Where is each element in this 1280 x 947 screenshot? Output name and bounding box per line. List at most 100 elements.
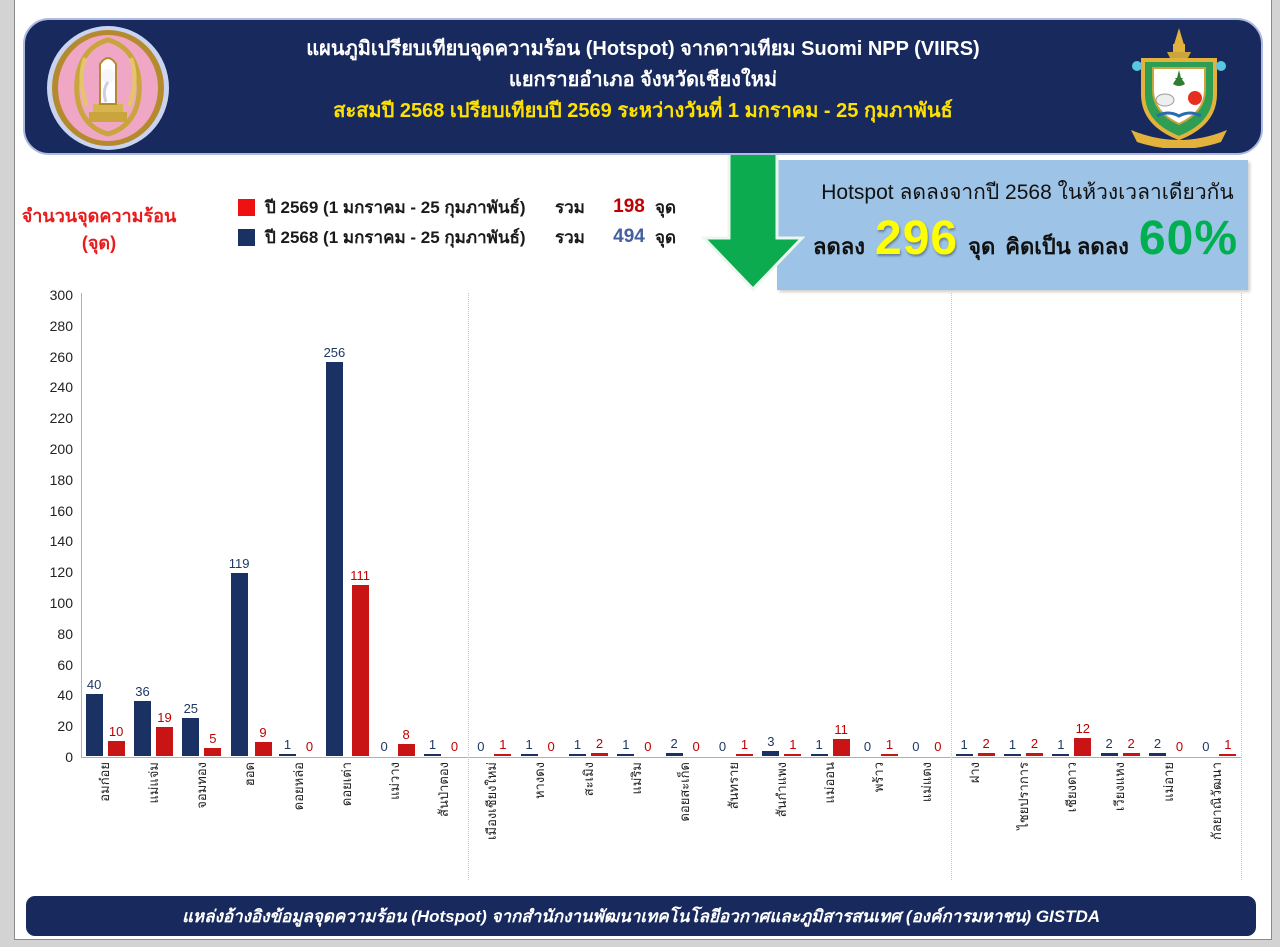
bar-value-label: 3 [767, 734, 775, 750]
bar-value-label: 0 [644, 739, 652, 754]
bar-value-label: 0 [1202, 739, 1210, 754]
bar-with-label: 1 [1052, 294, 1070, 756]
bar-value-label: 19 [157, 709, 172, 725]
bar-with-label: 10 [107, 294, 125, 756]
zone-separator-line [1241, 293, 1242, 880]
bar-with-label: 0 [1197, 294, 1214, 756]
bar-with-label: 3 [762, 294, 780, 756]
bar-2568 [85, 694, 103, 756]
bar-2569 [155, 726, 173, 756]
x-axis-line [81, 757, 1242, 758]
bar-with-label: 2 [1148, 294, 1166, 756]
bar-with-label: 2 [665, 294, 683, 756]
bar-with-label: 256 [324, 294, 345, 756]
y-axis-tick-label: 160 [49, 502, 73, 519]
page-canvas: แผนภูมิเปรียบเทียบจุดความร้อน (Hotspot) … [14, 0, 1272, 940]
zone-separator-line [467, 293, 469, 880]
bar-value-label: 0 [450, 739, 459, 754]
zone-separator-line [951, 293, 952, 880]
bar-value-label: 12 [1075, 720, 1091, 736]
bar-with-label: 0 [472, 294, 489, 756]
title-line-1: แผนภูมิเปรียบเทียบจุดความร้อน (Hotspot) … [306, 38, 980, 60]
bar-value-label: 2 [1105, 735, 1113, 751]
header-banner: แผนภูมิเปรียบเทียบจุดความร้อน (Hotspot) … [23, 18, 1263, 155]
bar-value-label: 0 [547, 739, 555, 754]
bar-value-label: 1 [815, 737, 823, 753]
y-axis-tick-label: 120 [49, 564, 73, 581]
bar-with-label: 0 [543, 294, 560, 756]
bar-2568 [955, 754, 973, 756]
percent-label: คิดเป็น ลดลง [1005, 234, 1129, 259]
bar-with-label: 1 [1219, 294, 1237, 756]
x-axis-category-label: แม่อาย [1160, 762, 1176, 802]
bar-with-label: 12 [1074, 294, 1092, 756]
bar-2568 [617, 754, 635, 756]
bar-value-label: 0 [912, 739, 920, 754]
x-axis-category-label: แม่แจ่ม [145, 762, 161, 804]
bar-2569 [735, 754, 753, 756]
bar-with-label: 119 [229, 294, 250, 756]
title-line-2: แยกรายอำเภอ จังหวัดเชียงใหม่ [508, 69, 778, 91]
decrease-unit: จุด [968, 234, 996, 259]
bar-value-label: 1 [525, 737, 533, 753]
bar-value-label: 1 [1057, 737, 1065, 753]
title-line-3: สะสมปี 2568 เปรียบเทียบปี 2569 ระหว่างวั… [333, 100, 953, 122]
bar-with-label: 40 [85, 294, 103, 756]
bar-with-label: 1 [617, 294, 635, 756]
bar-with-label: 111 [350, 294, 370, 756]
x-axis-category-label: ไชยปราการ [1015, 762, 1031, 830]
y-axis-line [81, 293, 82, 758]
summary-callout: Hotspot ลดลงจากปี 2568 ในห้วงเวลาเดียวกั… [777, 160, 1248, 290]
x-axis-category-label: สันป่าตอง [435, 762, 451, 817]
x-axis-category-label: ดอยหล่อ [290, 762, 306, 811]
bar-2568 [1003, 754, 1021, 756]
bar-with-label: 1 [278, 294, 296, 756]
x-axis-category-label: เชียงดาว [1063, 762, 1079, 813]
bar-value-label: 2 [982, 735, 990, 751]
bar-value-label: 0 [934, 739, 942, 754]
bar-with-label: 1 [568, 294, 586, 756]
y-axis-tick-label: 20 [57, 718, 73, 735]
bar-2569 [1025, 752, 1043, 756]
bar-value-label: 1 [1008, 737, 1017, 753]
bar-value-label: 25 [183, 700, 199, 716]
decrease-value: 296 [875, 212, 959, 265]
percent-value: 60% [1138, 212, 1238, 265]
legend-unit: จุด [655, 227, 677, 247]
bar-group: 36 19 [129, 294, 177, 756]
x-axis-category-label: สะเมิง [580, 762, 596, 797]
bar-2568 [230, 572, 248, 756]
bar-value-label: 0 [305, 739, 314, 754]
x-axis-category-label: จอมทอง [193, 762, 209, 809]
bar-2568 [423, 754, 441, 756]
callout-figures: ลดลง 296 จุด คิดเป็น ลดลง 60% [777, 211, 1248, 266]
bar-2568 [762, 751, 780, 756]
bar-value-label: 0 [1175, 739, 1184, 754]
bar-with-label: 2 [977, 294, 995, 756]
bar-2569 [590, 752, 608, 756]
bar-value-label: 1 [789, 737, 797, 753]
bar-with-label: 1 [955, 294, 973, 756]
bar-with-label: 0 [301, 294, 318, 756]
bar-with-label: 1 [494, 294, 512, 756]
bar-with-label: 2 [1122, 294, 1140, 756]
bar-with-label: 36 [133, 294, 151, 756]
bar-2569 [1122, 752, 1140, 756]
legend-item-2568: ปี 2568 (1 มกราคม - 25 กุมภาพันธ์) รวม 4… [238, 222, 685, 252]
chiangmai-province-seal-icon [47, 26, 169, 150]
y-axis-tick-label: 240 [49, 379, 73, 396]
bar-value-label: 1 [1224, 737, 1232, 753]
y-axis-tick-label: 200 [49, 441, 73, 457]
x-axis-category-label: สันกำแพง [773, 762, 789, 818]
bar-value-label: 1 [960, 737, 968, 753]
bar-with-label: 0 [714, 294, 731, 756]
bar-value-label: 2 [1127, 735, 1135, 751]
bar-value-label: 8 [402, 726, 410, 742]
bar-with-label: 1 [1003, 294, 1021, 756]
